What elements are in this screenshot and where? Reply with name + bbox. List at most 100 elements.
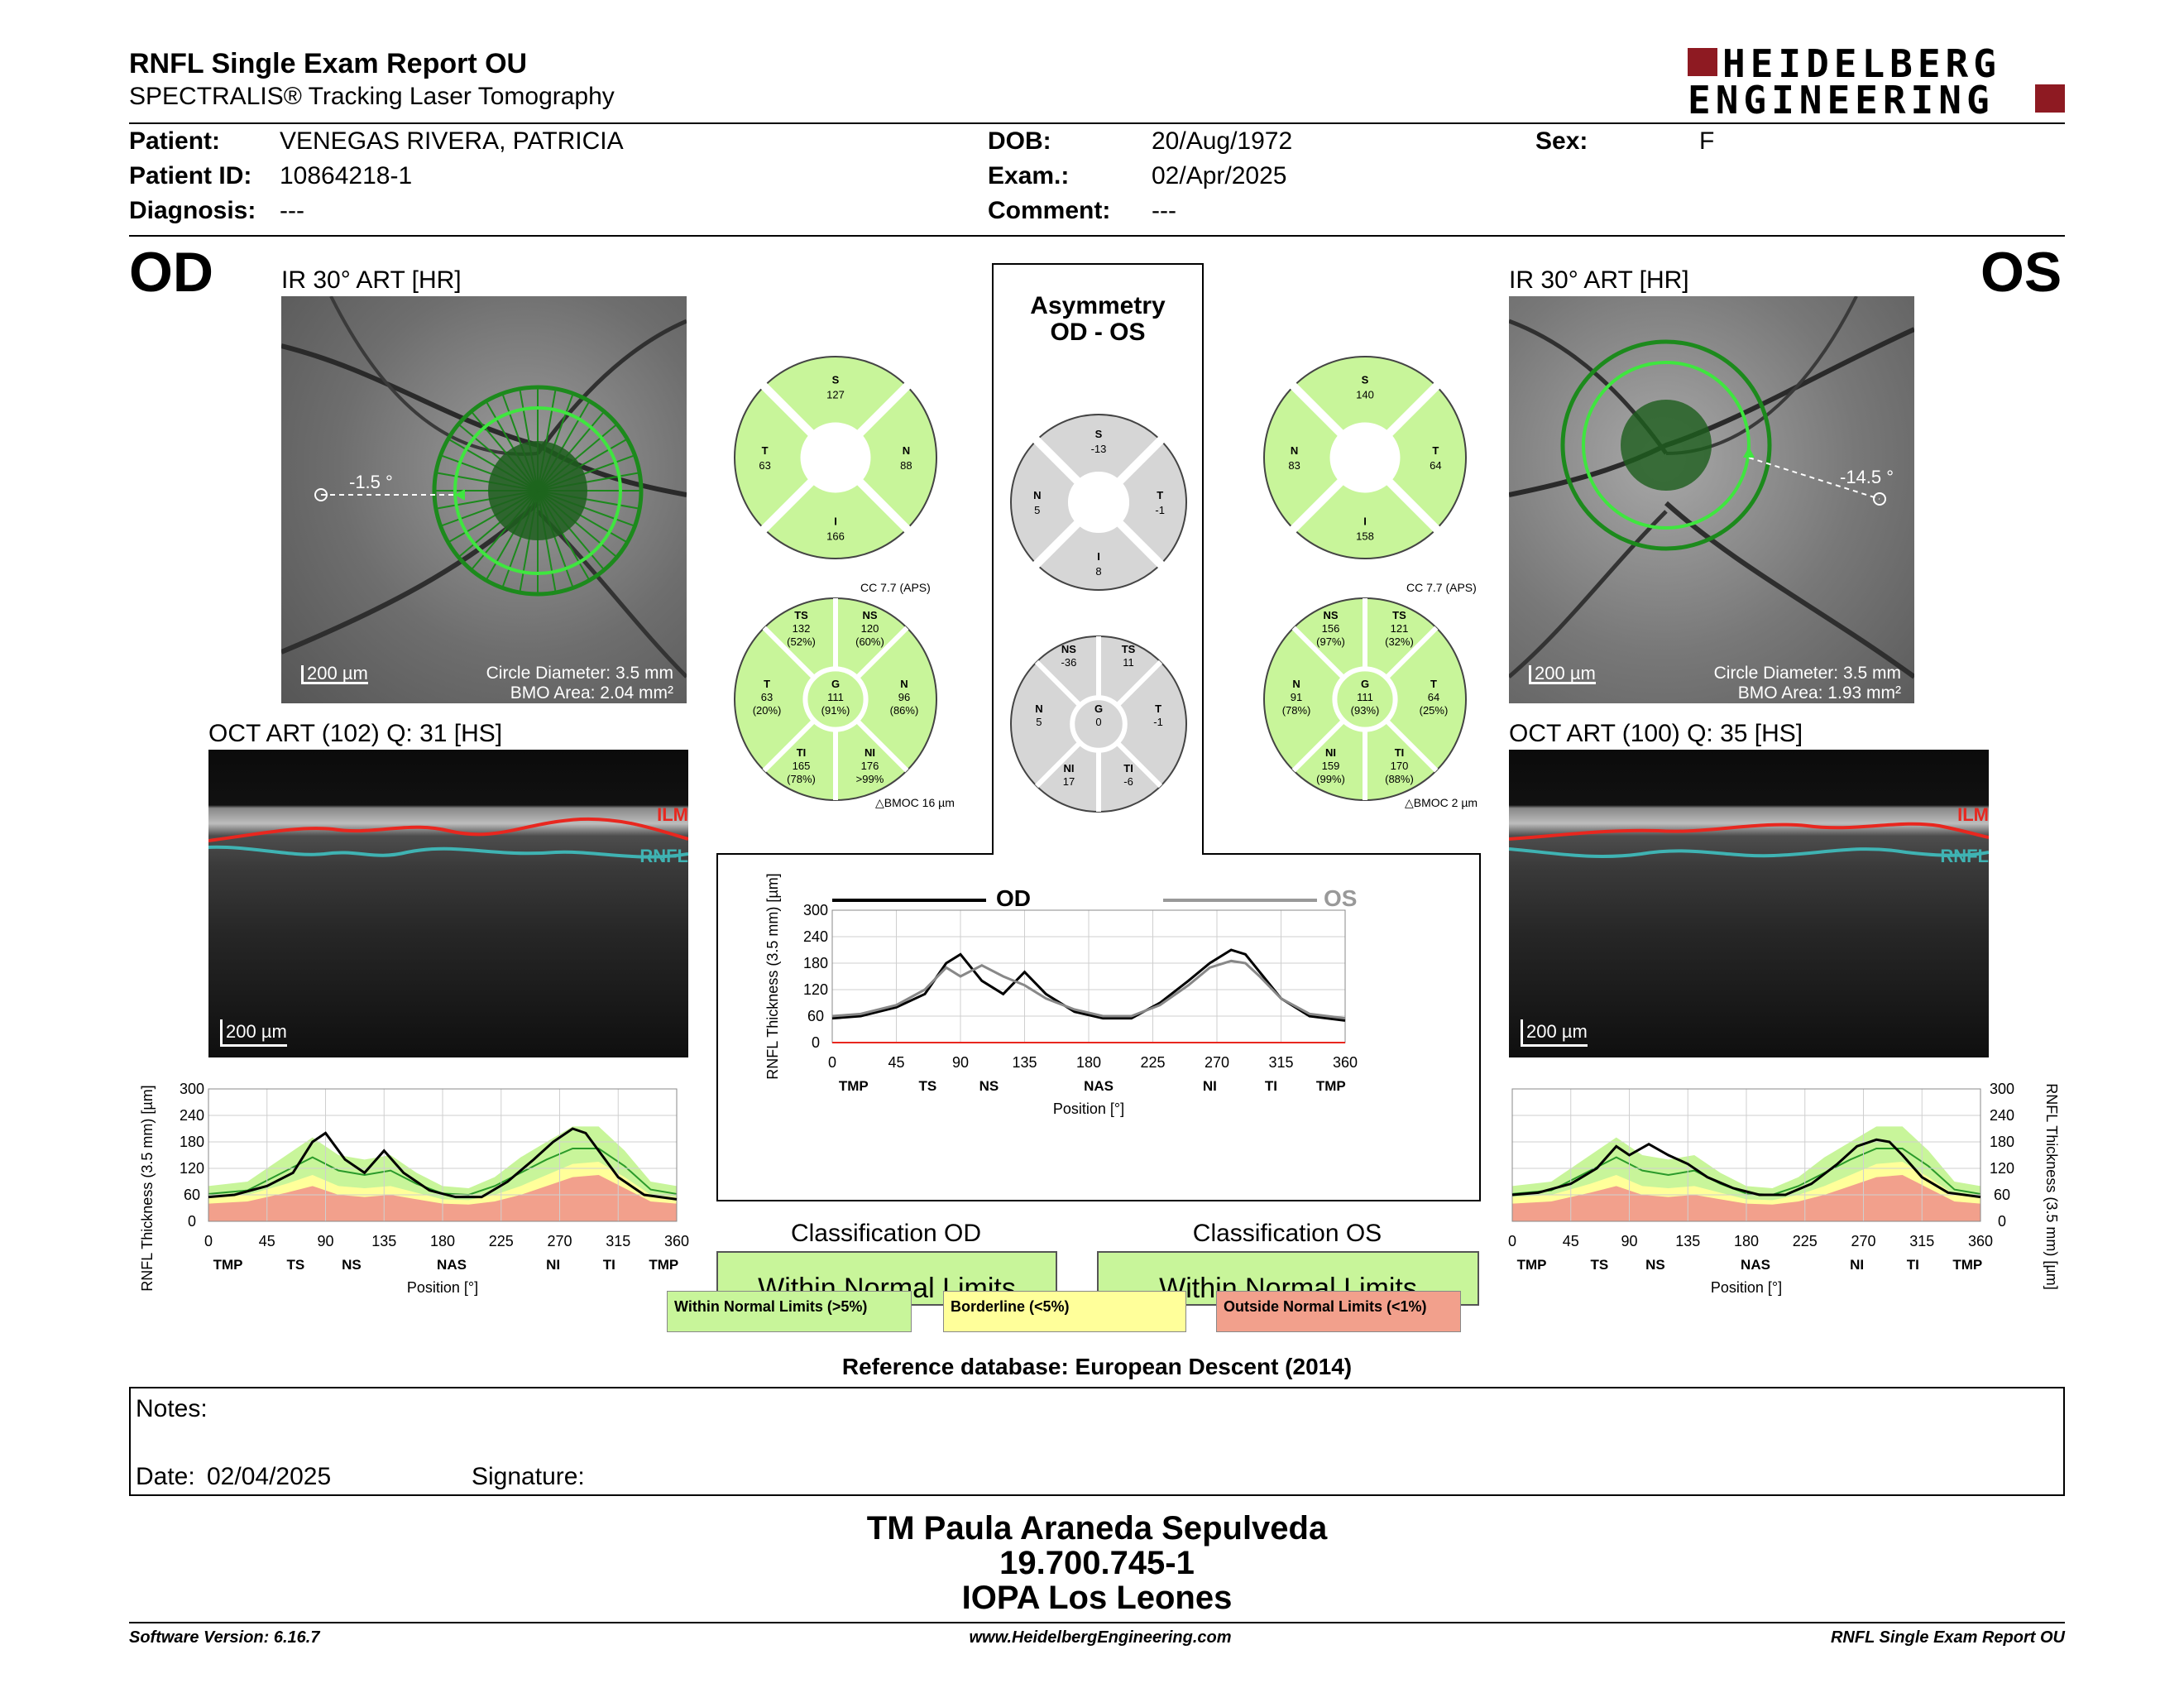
- region-label-ni: NI: [1850, 1257, 1864, 1273]
- diagnosis: ---: [280, 197, 304, 224]
- xtick-label: 225: [1140, 1054, 1165, 1071]
- os-sector4-value-s: 140: [1356, 389, 1374, 401]
- ytick-label: 120: [803, 981, 828, 998]
- os-sector6-value-ni: 159: [1322, 760, 1340, 772]
- os-sector6-value-g: 111: [1357, 691, 1373, 703]
- od-sector6-label-ns: NS: [862, 609, 877, 621]
- asym-sector6-value-g: 0: [1095, 716, 1101, 728]
- ytick-label: 240: [180, 1107, 204, 1124]
- region-label-tmp: TMP: [649, 1257, 678, 1273]
- xtick-label: 180: [430, 1233, 455, 1249]
- os-chart-ylabel: RNFL Thickness (3.5 mm) [µm]: [2043, 1083, 2060, 1290]
- os-sector6-label-n: N: [1292, 678, 1300, 690]
- os-sector6-value-t: 64: [1428, 691, 1439, 703]
- region-label-ts: TS: [286, 1257, 304, 1273]
- legend-borderline: Borderline (<5%): [943, 1291, 1186, 1332]
- ytick-label: 60: [807, 1008, 824, 1024]
- ytick-label: 0: [1998, 1213, 2006, 1230]
- normative-mean-line: [208, 1148, 678, 1196]
- os-sector6-value-ti-pct: (88%): [1385, 773, 1414, 785]
- od-sector6-divider: [855, 718, 909, 773]
- os-sector6-value-ni-pct: (99%): [1316, 773, 1345, 785]
- os-oct-title: OCT ART (100) Q: 35 [HS]: [1509, 720, 1803, 747]
- od-oct-scale: 200 µm: [220, 1019, 287, 1047]
- xtick-label: 360: [1333, 1054, 1358, 1071]
- os-sector6-value-ts: 121: [1391, 622, 1409, 635]
- asym-sector4-label-i: I: [1097, 550, 1100, 563]
- dob: 20/Aug/1972: [1152, 127, 1293, 155]
- asym-sector6-divider: [1115, 659, 1163, 707]
- ytick-label: 180: [180, 1134, 204, 1150]
- xtick-label: 315: [1268, 1054, 1293, 1071]
- asym-sector6-value-ns: -36: [1061, 656, 1077, 669]
- ytick-label: 300: [180, 1081, 204, 1097]
- os-sector4-label-n: N: [1291, 444, 1298, 457]
- os-rnfl-label: RNFL: [1940, 846, 1989, 866]
- ytick-label: 180: [803, 955, 828, 971]
- operator-rut: 19.700.745-1: [999, 1545, 1195, 1581]
- software-version: Software Version: 6.16.7: [129, 1628, 320, 1647]
- website-link[interactable]: www.HeidelbergEngineering.com: [969, 1628, 1232, 1647]
- os-sector6-value-g-pct: (93%): [1351, 704, 1380, 717]
- xtick-label: 270: [1205, 1054, 1229, 1071]
- xaxis-label: Position [°]: [1053, 1101, 1124, 1117]
- os-sector4-value-t: 64: [1430, 459, 1441, 472]
- os-oct-scale: 200 µm: [1521, 1019, 1588, 1047]
- os-sector4-label-i: I: [1363, 515, 1367, 527]
- od-sector6-value-n-pct: (86%): [890, 704, 919, 717]
- notes-date: 02/04/2025: [207, 1463, 332, 1490]
- os-sector6-divider: [1384, 626, 1439, 680]
- xtick-label: 360: [1968, 1233, 1993, 1249]
- diagnosis-label: Diagnosis:: [129, 197, 256, 224]
- od-oct-image[interactable]: ILM RNFL 200 µm: [208, 750, 688, 1057]
- date-label: Date:: [136, 1463, 195, 1490]
- od-sector6-value-ns-pct: (60%): [855, 635, 884, 648]
- od-circle-diameter: Circle Diameter: 3.5 mm: [486, 664, 673, 683]
- od-ir-overlay: [281, 296, 687, 679]
- os-ir-scale: 200 µm: [1529, 664, 1596, 684]
- operator-clinic: IOPA Los Leones: [961, 1580, 1233, 1616]
- region-label-nas: NAS: [437, 1257, 467, 1273]
- ytick-label: 120: [180, 1160, 204, 1177]
- asym-chart-ylabel: RNFL Thickness (3.5 mm) [µm]: [764, 873, 781, 1080]
- os-ir-overlay: [1509, 296, 1914, 679]
- os-oct-image[interactable]: ILM RNFL 200 µm: [1509, 750, 1989, 1057]
- asym-sector4-center: [1067, 471, 1130, 534]
- xtick-label: 315: [606, 1233, 630, 1249]
- xtick-label: 135: [1675, 1233, 1700, 1249]
- os-ir-image[interactable]: -14.5 ° 200 µm Circle Diameter: 3.5 mm B…: [1509, 296, 1914, 703]
- os-sector6-label-ts: TS: [1392, 609, 1406, 621]
- asym-sector6-divider: [1115, 741, 1163, 789]
- ytick-label: 0: [812, 1034, 820, 1051]
- xtick-label: 135: [1012, 1054, 1037, 1071]
- od-sector6-value-n: 96: [898, 691, 910, 703]
- od-sector6-value-ns: 120: [861, 622, 879, 635]
- logo-square-top: [1688, 48, 1717, 76]
- os-sector6-label-t: T: [1430, 678, 1437, 690]
- od-rnfl-label: RNFL: [639, 846, 688, 866]
- region-label-ns: NS: [1645, 1257, 1665, 1273]
- ytick-label: 240: [803, 928, 828, 945]
- asym-sector4-label-s: S: [1095, 428, 1103, 440]
- asym-sector6-label-ni: NI: [1063, 762, 1074, 774]
- legend-within: Within Normal Limits (>5%): [667, 1291, 912, 1332]
- notes-box[interactable]: Notes: Date: 02/04/2025 Signature:: [129, 1387, 2065, 1496]
- os-angle: -14.5 °: [1840, 467, 1894, 487]
- region-label-tmp: TMP: [839, 1078, 869, 1094]
- od-sector6-value-ti: 165: [793, 760, 811, 772]
- os-sector6-label-ti: TI: [1395, 746, 1405, 759]
- xtick-label: 45: [888, 1054, 904, 1071]
- od-ir-scale: 200 µm: [301, 664, 368, 684]
- asym-sector4-label-t: T: [1157, 489, 1163, 501]
- od-sector4-value-i: 166: [826, 530, 845, 542]
- asym-sector6-divider: [1034, 741, 1082, 789]
- os-ilm-label: ILM: [1957, 804, 1989, 825]
- od-sector4-label-s: S: [832, 374, 840, 386]
- od-ir-image[interactable]: -1.5 ° 200 µm Circle Diameter: 3.5 mm BM…: [281, 296, 687, 703]
- asym-legend-od: OD: [996, 885, 1031, 911]
- xtick-label: 90: [1621, 1233, 1637, 1249]
- logo-square-bottom: [2035, 84, 2065, 113]
- ytick-label: 300: [1990, 1081, 2014, 1097]
- os-sector6-value-n-pct: (78%): [1282, 704, 1311, 717]
- series-line-os: [831, 959, 1346, 1020]
